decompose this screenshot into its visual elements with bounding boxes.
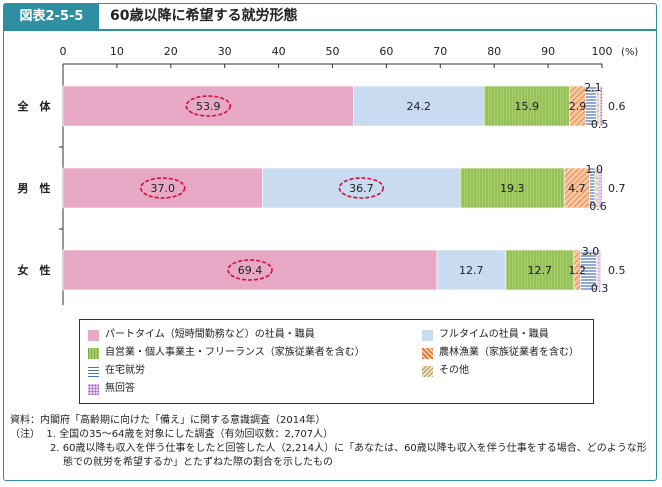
legend-item: パートタイム（短時間勤務など）の社員・職員 (88, 328, 315, 342)
legend-swatch (422, 365, 433, 377)
data-label: 36.7 (349, 182, 374, 195)
highlight-circle (139, 177, 186, 199)
data-label: 2.9 (569, 100, 587, 113)
bar-segment (597, 167, 603, 209)
legend-label: 自営業・個人事業主・フリーランス（家族従業者を含む） (105, 347, 365, 358)
x-tick-label: 70 (433, 45, 447, 58)
x-unit-label: (%) (621, 47, 638, 58)
x-tick-label: 30 (218, 45, 232, 58)
x-tick-label: 60 (379, 45, 393, 58)
legend-item: その他 (422, 364, 469, 378)
bar-segment (599, 85, 603, 127)
figure-title: 60歳以降に希望する就労形態 (110, 8, 298, 24)
x-tick-label: 100 (592, 45, 613, 58)
note-1-text: 1. 全国の35～64歳を対象にした調査（有効回収数：2,707人） (46, 429, 334, 440)
legend-swatch (88, 365, 99, 377)
data-label: 19.3 (500, 182, 525, 195)
category-label: 女 性 (18, 263, 51, 277)
legend-swatch (422, 329, 433, 341)
highlight-circle (185, 95, 232, 117)
data-label-right: 0.7 (608, 182, 626, 195)
data-label: 24.2 (406, 100, 431, 113)
x-tick-label: 90 (541, 45, 555, 58)
x-tick-label: 80 (487, 45, 501, 58)
source-note: 資料：内閣府「高齢期に向けた「備え」に関する意識調査（2014年） (10, 415, 326, 426)
data-label-above: 1.0 (586, 163, 604, 176)
bar-segment (597, 249, 602, 291)
data-label: 37.0 (150, 182, 175, 195)
bar-segment (353, 85, 485, 127)
bar-segment (483, 85, 570, 127)
legend-label: 無回答 (105, 383, 135, 394)
legend-label: その他 (439, 365, 469, 376)
data-label-right: 0.6 (608, 100, 626, 113)
data-label: 15.9 (515, 100, 540, 113)
x-tick-label: 0 (60, 45, 67, 58)
legend-swatch (88, 347, 99, 359)
x-tick-label: 20 (164, 45, 178, 58)
bar-segment (563, 167, 590, 209)
figure-frame (3, 3, 657, 481)
legend: パートタイム（短時間勤務など）の社員・職員 フルタイムの社員・職員自営業・個人事業… (79, 319, 594, 404)
data-label-right: 0.5 (608, 264, 626, 277)
data-label: 12.7 (527, 264, 552, 277)
data-label: 12.7 (459, 264, 484, 277)
highlight-circle (227, 259, 273, 281)
data-label-above: 3.0 (582, 245, 600, 258)
x-tick-label: 40 (272, 45, 286, 58)
bar-segment (262, 167, 461, 209)
legend-label: パートタイム（短時間勤務など）の社員・職員 (105, 329, 315, 340)
data-label: 4.7 (568, 182, 586, 195)
legend-label: 在宅就労 (105, 365, 145, 376)
data-label: 1.2 (568, 264, 586, 277)
x-tick-label: 10 (110, 45, 124, 58)
category-label: 男 性 (18, 181, 51, 195)
x-tick-label: 50 (326, 45, 340, 58)
data-label-below: 0.6 (589, 200, 607, 213)
bar-segment (459, 167, 565, 209)
bar-segment (505, 249, 575, 291)
legend-item: フルタイムの社員・職員 (422, 328, 549, 342)
note-2: 2. 60歳以降も収入を伴う仕事をしたと回答した人（2,214人）に「あなたは、… (50, 443, 647, 468)
data-label-below: 0.5 (591, 118, 609, 131)
legend-label: フルタイムの社員・職員 (439, 329, 549, 340)
bar-segment (62, 167, 263, 209)
data-label-above: 2.1 (584, 81, 602, 94)
data-label: 69.4 (238, 264, 263, 277)
highlight-circle (338, 177, 385, 199)
legend-item: 在宅就労 (88, 364, 145, 378)
figure-label: 図表2-5-5 (4, 4, 99, 29)
bar-segment (62, 249, 438, 291)
legend-item: 無回答 (88, 382, 135, 396)
legend-item: 農林漁業（家族従業者を含む） (422, 346, 579, 360)
category-label: 全 体 (17, 99, 52, 113)
bar-segment (62, 85, 354, 127)
legend-item: 自営業・個人事業主・フリーランス（家族従業者を含む） (88, 346, 365, 360)
data-label-below: 0.3 (591, 282, 609, 295)
note-1: （注） 1. 全国の35～64歳を対象にした調査（有効回収数：2,707人） (10, 428, 650, 442)
note-head: （注） (10, 429, 40, 440)
notes: 資料：内閣府「高齢期に向けた「備え」に関する意識調査（2014年） （注） 1.… (10, 414, 650, 470)
title-bar: 図表2-5-5 60歳以降に希望する就労形態 (4, 4, 656, 31)
legend-label: 農林漁業（家族従業者を含む） (439, 347, 579, 358)
legend-swatch (88, 383, 99, 395)
bar-segment (436, 249, 506, 291)
legend-swatch (422, 347, 433, 359)
data-label: 53.9 (196, 100, 221, 113)
legend-swatch (88, 329, 99, 341)
